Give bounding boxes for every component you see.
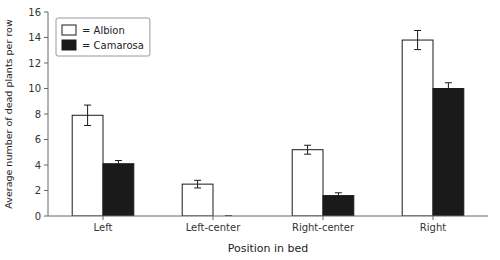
legend-label: = Albion	[82, 25, 125, 36]
x-tick	[433, 216, 434, 220]
y-tick	[44, 216, 48, 217]
x-tick-label: Left-center	[186, 222, 241, 233]
x-tick-label: Left	[94, 222, 113, 233]
y-tick	[44, 37, 48, 38]
y-tick	[44, 114, 48, 115]
x-tick	[103, 216, 104, 220]
bar	[72, 115, 103, 216]
y-axis-label: Average number of dead plants per row	[3, 19, 14, 209]
error-bar	[335, 193, 342, 199]
bar	[433, 89, 464, 217]
bar	[402, 40, 433, 216]
legend-swatch	[62, 40, 76, 50]
y-tick	[44, 190, 48, 191]
y-tick-label: 8	[35, 109, 41, 120]
y-tick-label: 2	[35, 185, 41, 196]
error-bar	[84, 105, 91, 125]
marks	[72, 30, 464, 216]
legend: = Albion = Camarosa	[56, 18, 150, 56]
bar	[292, 150, 323, 216]
x-axis-label: Position in bed	[228, 242, 309, 255]
x-tick	[213, 216, 214, 220]
y-tick-label: 12	[28, 58, 41, 69]
y-tick	[44, 88, 48, 89]
y-tick-label: 6	[35, 134, 41, 145]
legend-label: = Camarosa	[82, 40, 144, 51]
error-bar	[445, 83, 452, 94]
y-tick-label: 0	[35, 211, 41, 222]
error-bar	[414, 30, 421, 49]
legend-swatch	[62, 25, 76, 35]
x-tick	[323, 216, 324, 220]
legend-box	[56, 18, 150, 56]
x-tick-label: Right-center	[292, 222, 355, 233]
bar	[182, 184, 213, 216]
y-tick-label: 16	[28, 7, 41, 18]
y-tick-label: 10	[28, 83, 41, 94]
y-tick	[44, 63, 48, 64]
y-tick	[44, 139, 48, 140]
chart: 0 2 4 6 8 10 12 14 16 Left Left-center Right-center…	[0, 0, 500, 260]
bar	[103, 164, 134, 216]
error-bar	[115, 161, 122, 167]
x-axis	[48, 216, 488, 217]
error-bar	[304, 145, 311, 154]
x-tick-label: Right	[420, 222, 446, 233]
error-bar	[194, 180, 201, 188]
y-tick	[44, 12, 48, 13]
y-tick-label: 14	[28, 32, 41, 43]
y-tick	[44, 165, 48, 166]
y-tick-label: 4	[35, 160, 41, 171]
y-axis	[48, 12, 49, 216]
plot-area	[48, 12, 488, 216]
